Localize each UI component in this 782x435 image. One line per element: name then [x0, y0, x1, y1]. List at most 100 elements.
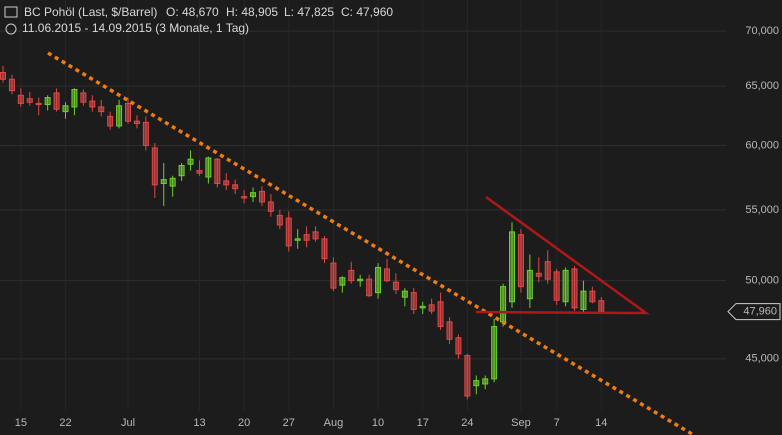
candle-body	[535, 272, 542, 277]
candle-body	[151, 147, 158, 186]
candle-body	[133, 120, 140, 125]
candle-body	[214, 158, 221, 185]
ohlc-label: H: 48,905	[226, 5, 278, 19]
overlay: 47,960	[727, 303, 781, 321]
candle-body	[205, 157, 212, 178]
candles	[0, 65, 605, 400]
candle-body	[89, 100, 96, 108]
candle-body	[223, 180, 230, 186]
y-tick-label: 45,000	[745, 353, 779, 365]
candle-body	[116, 105, 123, 127]
candle-body	[26, 98, 33, 103]
candle-body	[53, 92, 60, 110]
candle-body	[410, 292, 417, 310]
candle-body	[187, 158, 194, 165]
candle-body	[598, 300, 605, 313]
last-value-label: 47,960	[743, 305, 777, 317]
candle-body	[491, 326, 498, 380]
chart-subtitle: 11.06.2015 - 14.09.2015 (3 Monate, 1 Tag…	[22, 21, 249, 35]
candle-body	[35, 102, 42, 106]
chart-title: BC Pohöl (Last, $/Barrel)	[24, 5, 157, 19]
y-tick-label: 70,000	[745, 25, 779, 37]
candle-body	[482, 378, 489, 385]
candle-body	[125, 102, 132, 122]
candle-body	[142, 121, 149, 146]
y-tick-label: 50,000	[745, 275, 779, 287]
candle-body	[0, 72, 6, 80]
candle-body	[250, 192, 257, 198]
x-tick-label: 14	[595, 417, 607, 429]
candle-body	[8, 78, 15, 92]
candle-body	[401, 290, 408, 298]
clock-icon	[5, 23, 17, 35]
candle-body	[464, 355, 471, 397]
candle-body	[562, 269, 569, 303]
candle-body	[160, 179, 167, 185]
x-tick-label: 20	[238, 417, 250, 429]
candle-body	[473, 380, 480, 387]
ohlc-label: L: 47,825	[284, 5, 334, 19]
candle-body	[276, 214, 283, 226]
candle-body	[98, 106, 105, 113]
candle-body	[446, 321, 453, 340]
candle-body	[107, 115, 114, 127]
candle-body	[428, 304, 435, 312]
ohlc-label: C: 47,960	[341, 5, 393, 19]
candle-body	[580, 290, 587, 310]
candle-body	[553, 271, 560, 301]
x-tick-label: 24	[461, 417, 473, 429]
candle-body	[571, 268, 578, 309]
candle-body	[178, 165, 185, 177]
candle-body	[375, 266, 382, 294]
candle-body	[80, 92, 87, 103]
x-tick-label: 15	[15, 417, 27, 429]
chart-icon	[4, 6, 18, 18]
candle-body	[392, 281, 399, 291]
candle-body	[267, 201, 274, 212]
candle-body	[241, 196, 248, 199]
x-tick-label: 22	[59, 417, 71, 429]
candle-body	[455, 337, 462, 355]
x-tick-label: 27	[283, 417, 295, 429]
y-tick-label: 60,000	[745, 139, 779, 151]
candle-body	[17, 94, 24, 104]
candle-body	[330, 262, 337, 289]
candle-body	[169, 177, 176, 187]
x-tick-label: Sep	[511, 417, 531, 429]
header: BC Pohöl (Last, $/Barrel) O: 48,670 H: 4…	[4, 5, 393, 35]
candle-body	[526, 269, 533, 300]
last-value-marker	[727, 303, 781, 321]
candle-body	[44, 97, 51, 106]
candle-body	[383, 268, 390, 282]
candle-body	[517, 234, 524, 288]
candle-body	[232, 184, 239, 190]
candle-body	[312, 231, 319, 240]
candle-body	[258, 190, 265, 203]
candle-body	[294, 238, 301, 241]
ohlc-label: O: 48,670	[166, 5, 219, 19]
candle-body	[303, 234, 310, 241]
x-tick-label: 13	[193, 417, 205, 429]
y-tick-label: 65,000	[745, 80, 779, 92]
y-tick-label: 55,000	[745, 204, 779, 216]
candle-body	[71, 89, 78, 108]
candle-body	[589, 290, 596, 303]
triangle-pattern	[475, 195, 650, 315]
candle-body	[509, 231, 516, 303]
candle-body	[285, 217, 292, 247]
candle-body	[500, 286, 507, 323]
candle-body	[196, 170, 203, 174]
x-tick-label: Aug	[324, 417, 344, 429]
candle-body	[348, 269, 355, 282]
candle-body	[419, 305, 426, 309]
x-tick-label: 10	[372, 417, 384, 429]
candle-body	[62, 105, 69, 113]
x-tick-label: 17	[417, 417, 429, 429]
candle-body	[321, 238, 328, 260]
x-tick-label: 7	[554, 417, 560, 429]
candle-body	[357, 278, 364, 282]
